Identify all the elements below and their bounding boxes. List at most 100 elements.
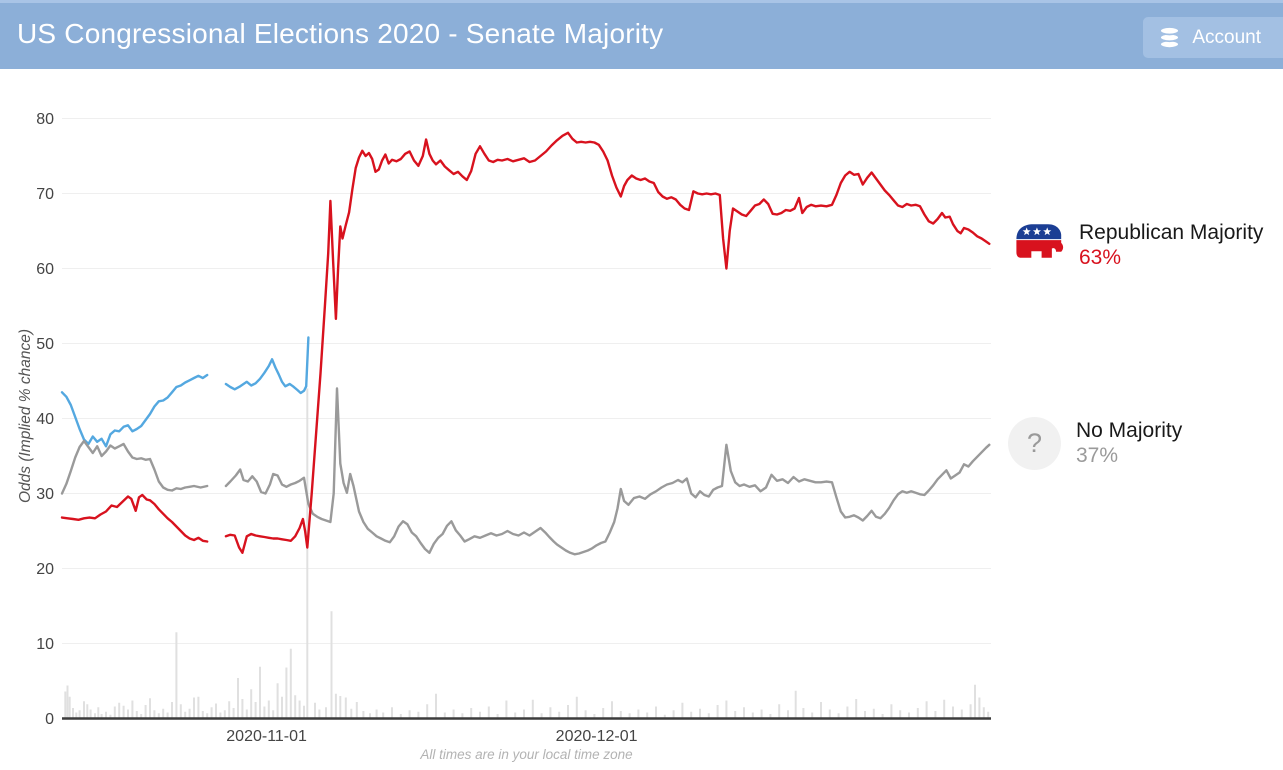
volume-bar bbox=[794, 690, 797, 719]
volume-bar bbox=[584, 710, 587, 719]
volume-bar bbox=[523, 709, 525, 719]
x-tick-label: 2020-11-01 bbox=[226, 728, 307, 745]
volume-bar bbox=[974, 684, 976, 719]
volume-bar bbox=[934, 711, 937, 719]
question-glyph: ? bbox=[1026, 428, 1043, 458]
volume-bar bbox=[179, 704, 182, 719]
volume-bar bbox=[787, 710, 789, 719]
volume-bar bbox=[166, 712, 169, 719]
series-line-red bbox=[60, 131, 991, 554]
volume-bar bbox=[382, 712, 385, 719]
y-tick-label: 40 bbox=[36, 411, 54, 428]
volume-bar bbox=[118, 702, 121, 719]
volume-bar bbox=[94, 713, 96, 719]
legend-value-republican: 63% bbox=[1079, 246, 1122, 269]
volume-bar bbox=[751, 712, 754, 719]
volume-bar bbox=[435, 693, 437, 719]
volume-bar bbox=[206, 713, 209, 719]
volume-bar bbox=[881, 714, 884, 719]
volume-bar bbox=[97, 707, 100, 719]
volume-bar bbox=[960, 709, 963, 719]
volume-bar bbox=[223, 710, 226, 719]
coins-stack-icon bbox=[1157, 25, 1182, 50]
volume-bar bbox=[153, 710, 156, 719]
volume-bar bbox=[864, 711, 866, 719]
volume-bar bbox=[355, 702, 358, 719]
volume-bar bbox=[215, 703, 217, 719]
volume-bar bbox=[298, 700, 301, 719]
volume-bar bbox=[969, 704, 972, 719]
volume-bar bbox=[417, 711, 420, 719]
volume-bar bbox=[272, 710, 275, 719]
volume-bar bbox=[109, 714, 112, 719]
volume-bar bbox=[496, 714, 499, 719]
volume-bar bbox=[655, 706, 657, 719]
volume-bar bbox=[602, 708, 605, 719]
volume-bar bbox=[899, 710, 902, 719]
volume-bar bbox=[567, 705, 569, 719]
volume-bar bbox=[846, 706, 849, 719]
volume-bar bbox=[828, 709, 831, 719]
volume-bar bbox=[135, 711, 138, 719]
volume-bar bbox=[769, 714, 772, 719]
volume-bar bbox=[241, 699, 244, 719]
volume-bar bbox=[637, 709, 640, 719]
volume-bar bbox=[219, 712, 222, 719]
volume-bar bbox=[330, 611, 333, 719]
volume-bar bbox=[68, 696, 71, 719]
volume-bar bbox=[461, 713, 464, 719]
timezone-note: All times are in your local time zone bbox=[420, 747, 633, 762]
volume-bar bbox=[628, 713, 631, 719]
volume-bar bbox=[619, 711, 622, 719]
volume-bar bbox=[318, 709, 321, 719]
volume-bar bbox=[699, 708, 701, 719]
series-line-blue bbox=[60, 336, 310, 448]
volume-bar bbox=[540, 713, 543, 719]
volume-bar bbox=[184, 711, 187, 719]
volume-bar bbox=[201, 711, 204, 719]
account-button[interactable]: Account bbox=[1143, 17, 1283, 58]
legend-label-no-majority: No Majority bbox=[1076, 419, 1183, 442]
volume-bar bbox=[210, 707, 213, 719]
volume-bar bbox=[339, 696, 342, 719]
volume-bar bbox=[375, 709, 378, 719]
volume-bar bbox=[250, 689, 253, 719]
volume-bar bbox=[943, 699, 946, 719]
volume-bar bbox=[259, 666, 261, 719]
volume-bar bbox=[470, 708, 473, 719]
volume-bar bbox=[725, 700, 728, 719]
y-tick-label: 10 bbox=[36, 636, 54, 653]
volume-bar bbox=[872, 708, 875, 719]
volume-bar bbox=[743, 707, 745, 719]
legend-item-no-majority[interactable]: ? No Majority 37% bbox=[1008, 417, 1182, 470]
volume-bar bbox=[531, 699, 534, 719]
volume-bar bbox=[399, 714, 402, 719]
volume-bar bbox=[505, 700, 508, 719]
volume-bar bbox=[916, 708, 919, 719]
legend-item-republican-majority[interactable]: Republican Majority 63% bbox=[1008, 219, 1263, 271]
y-tick-label: 80 bbox=[36, 111, 54, 128]
volume-bar bbox=[131, 700, 134, 719]
volume-bar bbox=[314, 702, 316, 719]
volume-bar bbox=[514, 712, 517, 719]
axis-labels: 0 10 20 30 40 50 60 70 80 2020-11-01 2020-12-01 Odd… bbox=[17, 111, 638, 745]
volume-bar bbox=[157, 713, 160, 719]
volume-bar bbox=[646, 712, 649, 719]
series-line-gray bbox=[60, 387, 991, 556]
volume-bar bbox=[716, 705, 719, 719]
volume-bar bbox=[908, 712, 910, 719]
volume-bars bbox=[64, 388, 990, 719]
volume-bar bbox=[281, 696, 283, 719]
volume-bar bbox=[344, 697, 347, 719]
y-tick-label: 70 bbox=[36, 186, 54, 203]
volume-bar bbox=[802, 708, 805, 719]
volume-bar bbox=[122, 705, 125, 719]
volume-bar bbox=[171, 702, 173, 719]
volume-bar bbox=[188, 708, 191, 719]
volume-bar bbox=[707, 713, 710, 719]
volume-bar bbox=[362, 711, 365, 719]
volume-bar bbox=[452, 709, 455, 719]
volume-bar bbox=[267, 700, 270, 719]
volume-bar bbox=[66, 685, 69, 719]
